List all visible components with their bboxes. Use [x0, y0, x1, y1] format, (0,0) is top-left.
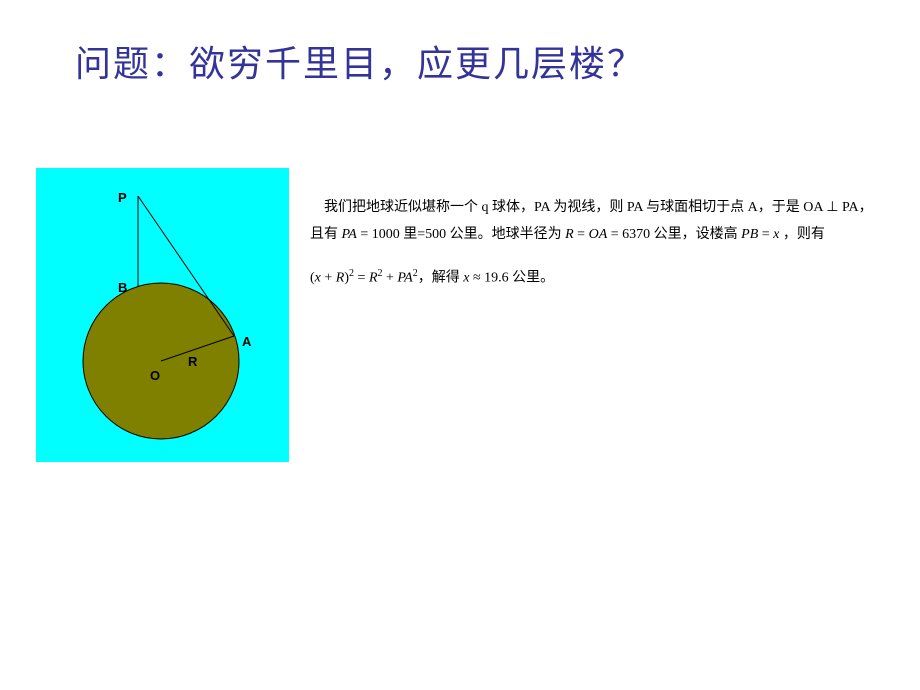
explanation-text: 我们把地球近似堪称一个 q 球体，PA 为视线，则 PA 与球面相切于点 A，于… — [310, 195, 905, 291]
line3-result: ≈ 19.6 公里。 — [469, 271, 554, 286]
line1-prefix: 我们把地球近似堪称一个 q 球体，PA 为视线，则 PA 与球面相切于点 A，于… — [324, 200, 803, 215]
diagram-svg: P B A O R — [36, 168, 289, 462]
label-p: P — [118, 190, 127, 205]
line2-eq1: = 1000 里=500 公里。地球半径为 — [357, 227, 565, 242]
line2-prefix: 且有 — [310, 227, 342, 242]
explanation-line2: 且有 PA = 1000 里=500 公里。地球半径为 R = OA = 637… — [310, 222, 905, 247]
explanation-line1: 我们把地球近似堪称一个 q 球体，PA 为视线，则 PA 与球面相切于点 A，于… — [310, 195, 905, 220]
line3-comma: ，解得 — [418, 271, 464, 286]
line2-suffix: ，则有 — [779, 227, 825, 242]
label-o: O — [150, 368, 160, 383]
line3-eq: = — [354, 271, 369, 286]
line3-r2: R — [369, 271, 378, 286]
line1-suffix: ， — [859, 200, 873, 215]
line3-plus2: + — [383, 271, 398, 286]
explanation-line3: (x + R)2 = R2 + PA2，解得 x ≈ 19.6 公里。 — [310, 265, 905, 291]
line1-math: OA ⊥ PA — [803, 200, 858, 215]
line2-pa: PA — [342, 227, 357, 242]
line3-pa2: PA — [397, 271, 412, 286]
line2-eq3: = 6370 公里，设楼高 — [607, 227, 741, 242]
line2-r: R — [565, 227, 574, 242]
label-a: A — [242, 334, 252, 349]
line3-plus: + — [321, 271, 336, 286]
page-title: 问题：欲穷千里目，应更几层楼？ — [75, 35, 645, 87]
line2-pb: PB — [741, 227, 758, 242]
label-b: B — [118, 280, 127, 295]
line2-eq2: = — [574, 227, 589, 242]
line2-oa: OA — [589, 227, 608, 242]
label-r: R — [188, 354, 198, 369]
line2-eq4: = — [758, 227, 773, 242]
geometry-diagram: P B A O R — [36, 168, 289, 462]
